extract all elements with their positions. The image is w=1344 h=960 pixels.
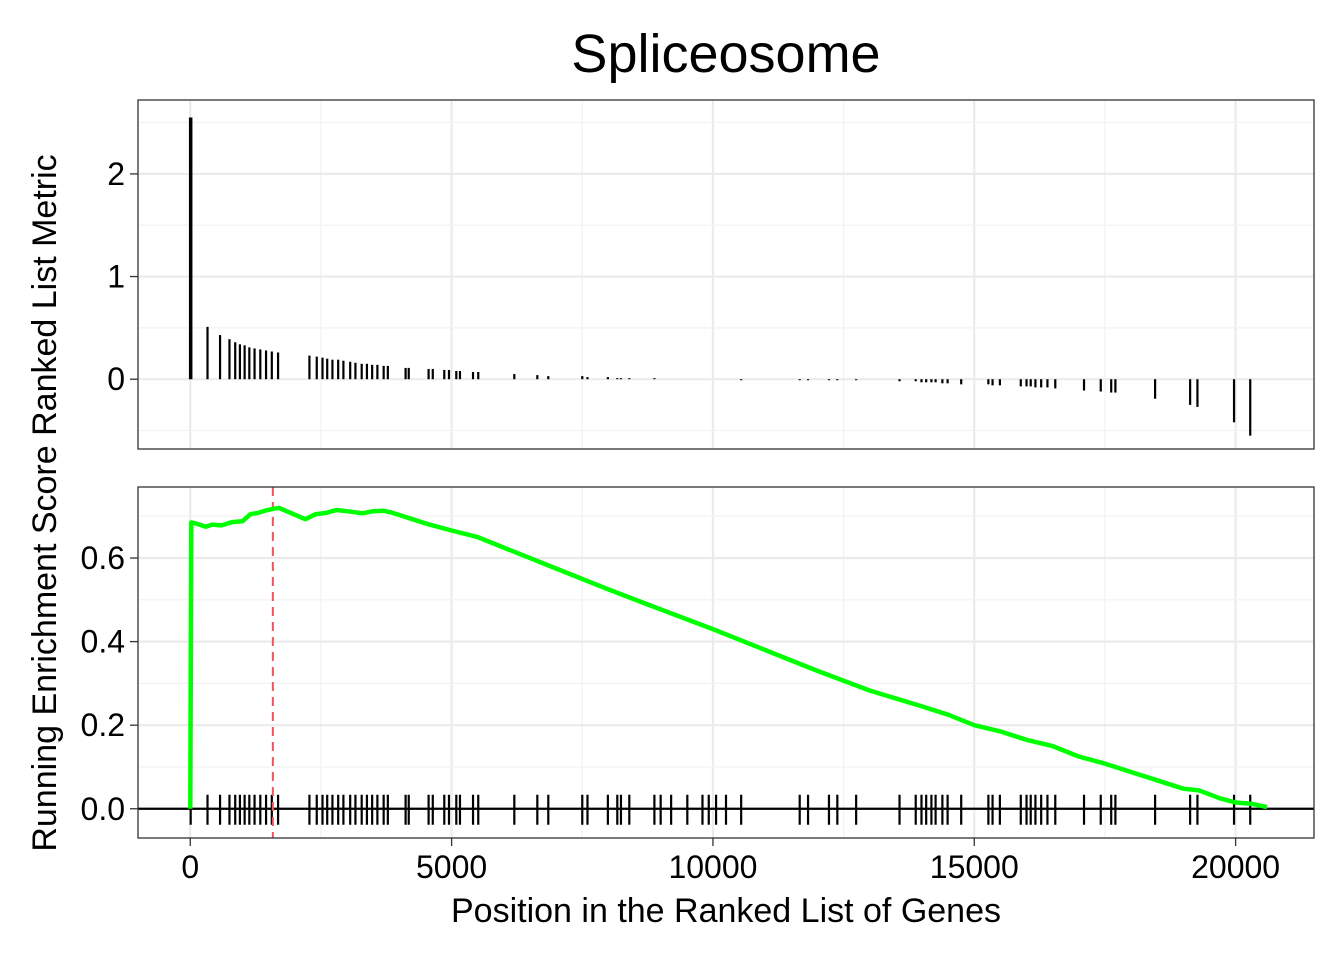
metric-grid	[138, 100, 1314, 449]
enrichment-y-ticks: 0.0 0.2 0.4 0.6	[81, 540, 138, 827]
y-tick-label: 1	[107, 259, 125, 295]
metric-panel: 0 1 2	[107, 99, 1315, 450]
y-tick-label: 0.4	[81, 624, 125, 660]
x-axis-ticks: 0 5000 10000 15000 20000	[181, 838, 1280, 885]
x-tick-label: 0	[181, 849, 199, 885]
x-tick-label: 10000	[668, 849, 757, 885]
enrichment-curve	[188, 505, 1268, 810]
metric-bars	[188, 117, 1252, 436]
enrichment-panel-background	[138, 487, 1314, 838]
x-tick-label: 20000	[1191, 849, 1280, 885]
x-tick-label: 15000	[930, 849, 1019, 885]
y-tick-label: 0	[107, 361, 125, 397]
enrichment-line	[188, 505, 1268, 810]
x-tick-label: 5000	[416, 849, 487, 885]
enrichment-panel: 0.0 0.2 0.4 0.6 0 5000 10000 15000 20000	[81, 486, 1315, 885]
metric-panel-background	[138, 100, 1314, 449]
metric-y-ticks: 0 1 2	[107, 156, 138, 397]
y-axis-label: Running Enrichment Score Ranked List Met…	[26, 154, 64, 851]
x-axis-label: Position in the Ranked List of Genes	[451, 892, 1001, 930]
chart-title: Spliceosome	[571, 24, 880, 84]
y-tick-label: 2	[107, 156, 125, 192]
y-tick-label: 0.6	[81, 540, 125, 576]
y-tick-label: 0.0	[81, 791, 125, 827]
y-tick-label: 0.2	[81, 707, 125, 743]
metric-panel-border	[137, 99, 1315, 450]
enrichment-panel-border	[137, 486, 1315, 839]
